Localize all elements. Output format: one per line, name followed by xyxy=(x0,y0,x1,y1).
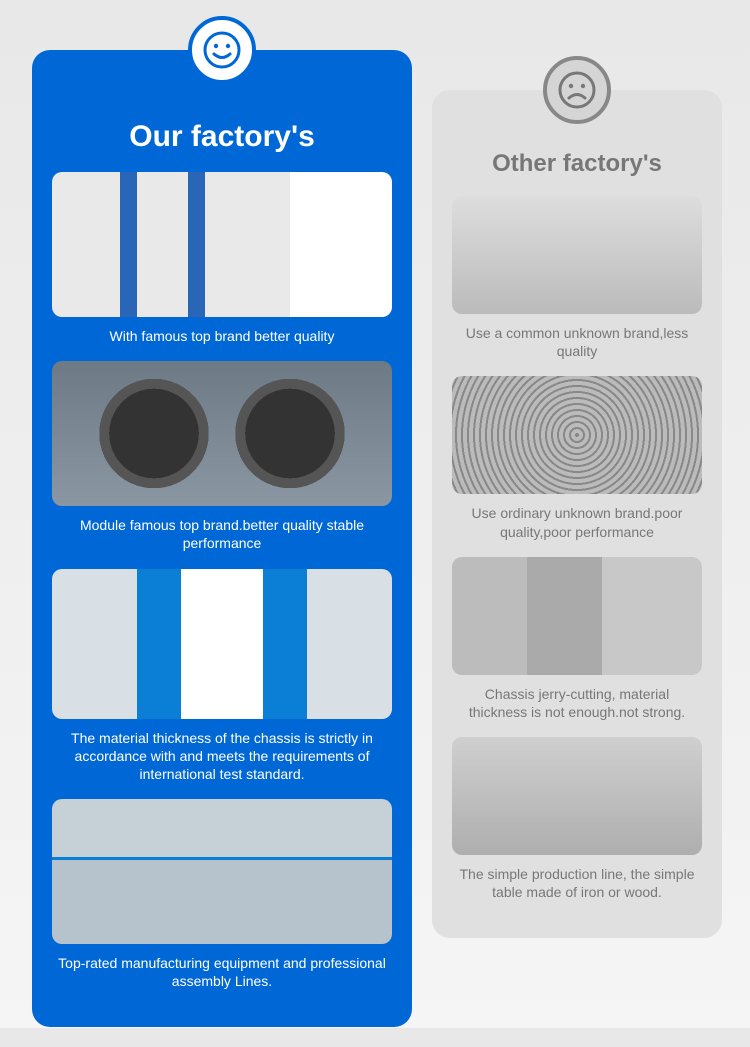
frown-icon xyxy=(543,56,611,124)
our-caption: With famous top brand better quality xyxy=(52,317,392,345)
other-item: The simple production line, the simple t… xyxy=(452,737,702,901)
product-image xyxy=(52,361,392,506)
our-caption: Module famous top brand.better quality s… xyxy=(52,506,392,552)
other-item: Chassis jerry-cutting, material thicknes… xyxy=(452,557,702,721)
product-image xyxy=(52,569,392,719)
our-caption: Top-rated manufacturing equipment and pr… xyxy=(52,944,392,990)
product-image xyxy=(452,196,702,314)
other-factory-title: Other factory's xyxy=(452,150,702,178)
our-factory-column: Our factory's With famous top brand bett… xyxy=(32,50,412,1027)
smile-icon xyxy=(188,16,256,84)
our-item: Module famous top brand.better quality s… xyxy=(52,361,392,552)
other-caption: The simple production line, the simple t… xyxy=(452,855,702,901)
product-image xyxy=(452,557,702,675)
other-factory-column: Other factory's Use a common unknown bra… xyxy=(432,90,722,938)
other-caption: Chassis jerry-cutting, material thicknes… xyxy=(452,675,702,721)
other-caption: Use a common unknown brand,less quality xyxy=(452,314,702,360)
other-item: Use a common unknown brand,less quality xyxy=(452,196,702,360)
other-caption: Use ordinary unknown brand.poor quality,… xyxy=(452,494,702,540)
product-image xyxy=(52,799,392,944)
our-caption: The material thickness of the chassis is… xyxy=(52,719,392,784)
our-item: Top-rated manufacturing equipment and pr… xyxy=(52,799,392,990)
product-image xyxy=(452,737,702,855)
product-image xyxy=(52,172,392,317)
our-item: With famous top brand better quality xyxy=(52,172,392,345)
our-factory-title: Our factory's xyxy=(52,120,392,154)
other-item: Use ordinary unknown brand.poor quality,… xyxy=(452,376,702,540)
comparison-container: Our factory's With famous top brand bett… xyxy=(0,0,750,1047)
product-image xyxy=(452,376,702,494)
our-item: The material thickness of the chassis is… xyxy=(52,569,392,784)
